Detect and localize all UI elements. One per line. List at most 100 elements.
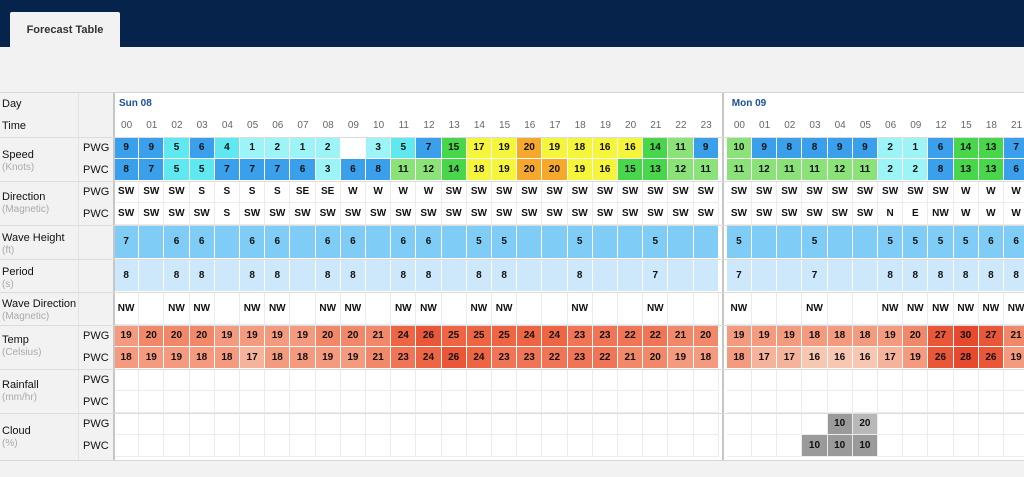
rain-pwc-cell — [240, 391, 266, 413]
time-label-text: Time — [2, 120, 27, 132]
rain-pwg-cell — [953, 369, 979, 391]
temp-pwc-cell: 22 — [542, 347, 568, 369]
temp-pwc-cell: 19 — [903, 347, 929, 369]
speed-pwc-cell: 15 — [618, 159, 644, 181]
row-divider — [0, 137, 1024, 138]
direction-pwc-cell: SW — [726, 203, 752, 225]
wave-height-cell: 5 — [928, 225, 954, 259]
period-cell: 7 — [802, 259, 828, 292]
cloud-pwg-cell: 20 — [852, 413, 878, 435]
temp-pwc-cell: 18 — [214, 347, 240, 369]
temp-pwc-cell: 18 — [189, 347, 215, 369]
cloud-pwg-cell — [139, 413, 165, 435]
top-navigation-bar: Forecast Table — [0, 0, 1024, 47]
cloud-pwg-cell — [466, 413, 492, 435]
direction-pwc-cell: SW — [114, 203, 140, 225]
speed-pwc-cell: 7 — [265, 159, 291, 181]
label-temp: Temp (Celsius) — [0, 325, 78, 369]
day-separator — [113, 93, 115, 460]
time-header: 15 — [960, 120, 972, 131]
wave-direction-cell — [441, 292, 467, 325]
time-header: 05 — [247, 120, 259, 131]
cloud-pwc-cell — [391, 435, 417, 457]
speed-pwc-cell: 11 — [391, 159, 417, 181]
rain-pwg-cell — [189, 369, 215, 391]
speed-pwc-cell: 18 — [466, 159, 492, 181]
wave-direction-cell — [618, 292, 644, 325]
direction-pwc-cell: SW — [290, 203, 316, 225]
time-header: 01 — [146, 120, 158, 131]
wave-direction-cell: NW — [340, 292, 366, 325]
rain-pwc-cell — [878, 391, 904, 413]
speed-pwg-cell: 8 — [802, 137, 828, 159]
label-period: Period (s) — [0, 259, 78, 292]
temp-pwg-cell: 20 — [903, 325, 929, 347]
wave-direction-cell: NW — [164, 292, 190, 325]
temp-pwg-cell: 25 — [492, 325, 518, 347]
speed-pwc-cell: 14 — [441, 159, 467, 181]
direction-pwg-cell: SW — [441, 181, 467, 203]
temp-pwc-cell: 23 — [567, 347, 593, 369]
temp-pwc-cell: 18 — [693, 347, 719, 369]
rain-pwg-cell — [802, 369, 828, 391]
direction-pwg-cell: W — [391, 181, 417, 203]
time-header: 12 — [935, 120, 947, 131]
temp-pwg-cell: 20 — [189, 325, 215, 347]
rain-pwc-cell — [492, 391, 518, 413]
rain-pwc-cell — [618, 391, 644, 413]
cloud-pwc-cell — [517, 435, 543, 457]
period-cell: 8 — [315, 259, 341, 292]
rain-pwc-cell — [265, 391, 291, 413]
rain-pwc-cell — [928, 391, 954, 413]
speed-pwg-cell: 9 — [114, 137, 140, 159]
label-day: Day — [0, 93, 78, 115]
speed-pwg-cell: 13 — [978, 137, 1004, 159]
wave-height-cell: 5 — [492, 225, 518, 259]
toolbar-strip — [0, 47, 1024, 93]
direction-pwg-cell: SW — [668, 181, 694, 203]
temp-pwg-cell: 22 — [618, 325, 644, 347]
tab-forecast-table[interactable]: Forecast Table — [10, 12, 120, 47]
period-cell — [618, 259, 644, 292]
speed-pwg-cell: 7 — [1004, 137, 1024, 159]
period-cell: 8 — [164, 259, 190, 292]
temp-pwg-cell: 24 — [542, 325, 568, 347]
temp-pwg-cell: 20 — [340, 325, 366, 347]
src-speed-pwc: PWC — [78, 159, 114, 181]
period-cell: 8 — [189, 259, 215, 292]
direction-pwc-cell: SW — [466, 203, 492, 225]
direction-pwc-cell: SW — [492, 203, 518, 225]
src-cloud-pwg: PWG — [78, 413, 114, 435]
wave-direction-cell: NW — [466, 292, 492, 325]
speed-pwc-cell: 19 — [567, 159, 593, 181]
temp-pwg-cell: 21 — [366, 325, 392, 347]
cloud-pwg-cell — [416, 413, 442, 435]
rain-pwc-cell — [340, 391, 366, 413]
direction-pwc-cell: S — [214, 203, 240, 225]
rain-pwg-cell — [240, 369, 266, 391]
cloud-pwc-cell — [953, 435, 979, 457]
cloud-pwg-cell — [290, 413, 316, 435]
day-header: Sun 08 — [119, 98, 152, 109]
wave-height-cell: 6 — [416, 225, 442, 259]
direction-pwg-cell: W — [416, 181, 442, 203]
time-header: 19 — [599, 120, 611, 131]
temp-pwc-cell: 22 — [592, 347, 618, 369]
speed-pwc-cell: 2 — [903, 159, 929, 181]
temp-pwg-cell: 21 — [1004, 325, 1024, 347]
temp-pwg-cell: 19 — [752, 325, 778, 347]
rain-pwg-cell — [164, 369, 190, 391]
wave-height-cell — [592, 225, 618, 259]
time-header: 05 — [859, 120, 871, 131]
temp-pwg-cell: 19 — [777, 325, 803, 347]
speed-pwg-cell: 11 — [668, 137, 694, 159]
speed-pwg-cell: 5 — [391, 137, 417, 159]
rain-pwc-cell — [978, 391, 1004, 413]
rain-pwc-cell — [315, 391, 341, 413]
wave-direction-cell: NW — [878, 292, 904, 325]
temp-pwc-cell: 24 — [466, 347, 492, 369]
speed-pwc-cell: 6 — [290, 159, 316, 181]
day-label-text: Day — [2, 98, 22, 110]
speed-pwg-cell: 10 — [726, 137, 752, 159]
wave-direction-cell — [366, 292, 392, 325]
